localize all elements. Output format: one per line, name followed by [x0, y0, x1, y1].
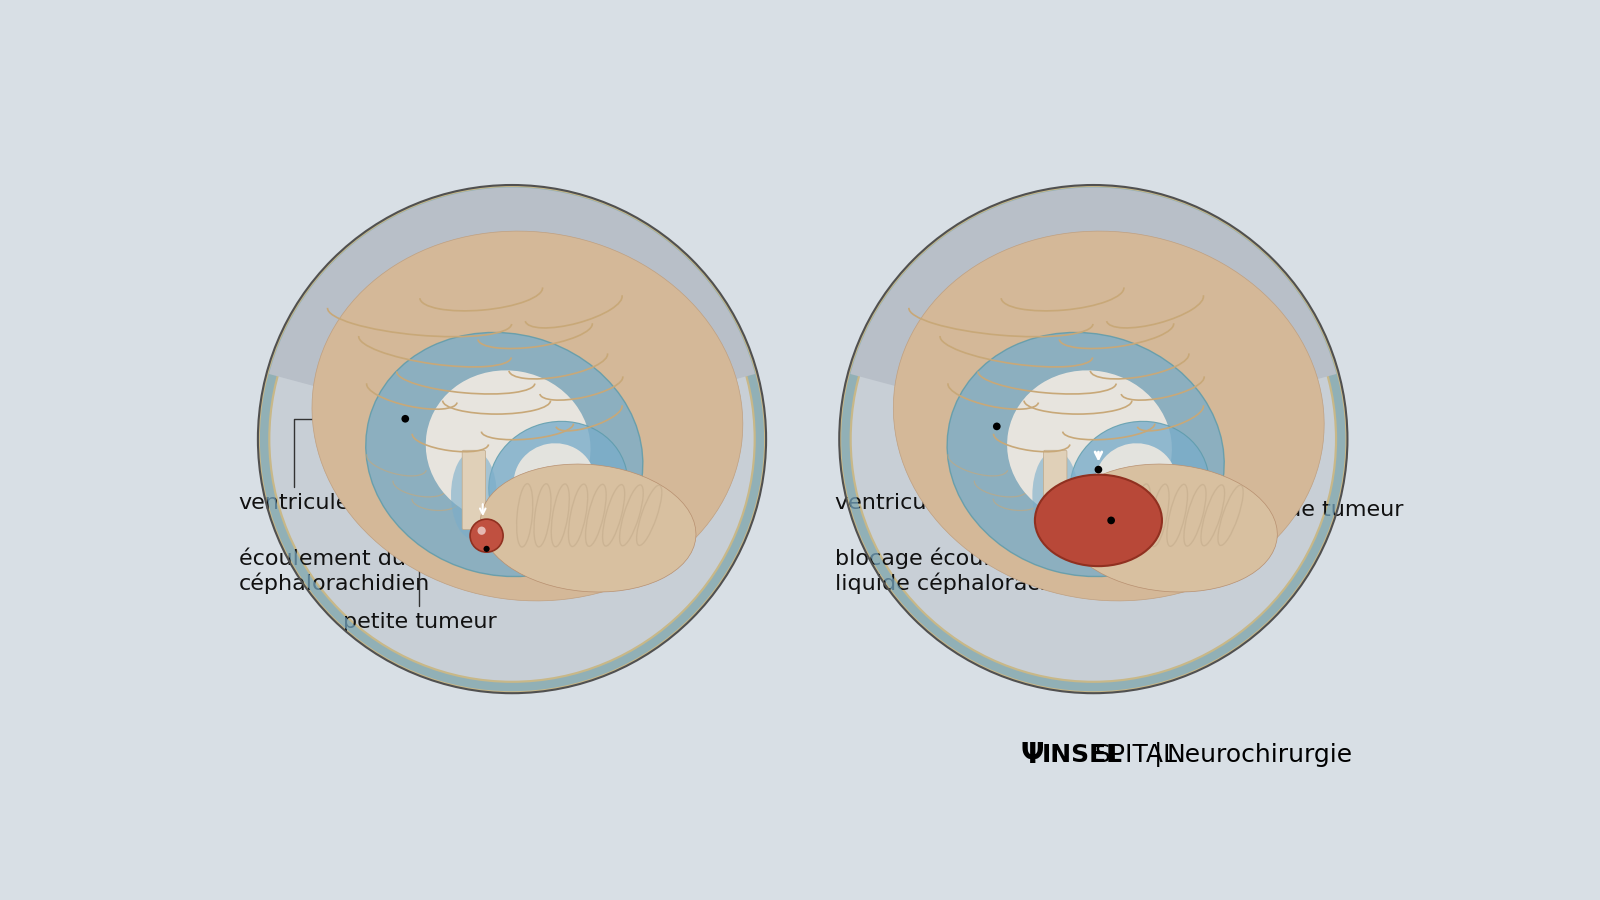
- Ellipse shape: [312, 231, 742, 601]
- FancyBboxPatch shape: [1043, 450, 1067, 529]
- Circle shape: [840, 185, 1347, 693]
- Wedge shape: [850, 187, 1336, 439]
- Ellipse shape: [1070, 421, 1210, 549]
- FancyBboxPatch shape: [462, 450, 485, 529]
- Text: SPITAL: SPITAL: [1094, 742, 1178, 767]
- Text: petite tumeur: petite tumeur: [342, 536, 501, 632]
- Circle shape: [1107, 517, 1115, 525]
- Text: blocage écoulement du
liquide céphalorachidien: blocage écoulement du liquide céphalorac…: [835, 470, 1109, 595]
- Text: grande tumeur: grande tumeur: [1165, 500, 1403, 520]
- Circle shape: [1094, 465, 1102, 473]
- Ellipse shape: [1035, 474, 1162, 566]
- Text: ventricule hypertrophié: ventricule hypertrophié: [835, 427, 1098, 513]
- Circle shape: [483, 545, 490, 552]
- Circle shape: [994, 422, 1000, 430]
- Ellipse shape: [426, 371, 590, 523]
- Ellipse shape: [1032, 451, 1078, 539]
- Text: Ψ: Ψ: [1021, 741, 1043, 769]
- Ellipse shape: [893, 231, 1325, 601]
- Ellipse shape: [514, 444, 595, 519]
- Text: Neurochirurgie: Neurochirurgie: [1166, 742, 1352, 767]
- Ellipse shape: [488, 421, 627, 549]
- Ellipse shape: [451, 451, 496, 539]
- Ellipse shape: [1006, 371, 1171, 523]
- Circle shape: [402, 415, 410, 423]
- Circle shape: [477, 526, 486, 535]
- Ellipse shape: [1062, 464, 1277, 592]
- Ellipse shape: [366, 332, 643, 577]
- Ellipse shape: [1094, 444, 1176, 519]
- Text: INSEL: INSEL: [1042, 742, 1123, 767]
- Ellipse shape: [480, 464, 696, 592]
- Text: écoulement du liquide
céphalorachidien: écoulement du liquide céphalorachidien: [238, 548, 496, 595]
- Circle shape: [258, 185, 766, 693]
- Circle shape: [470, 519, 502, 553]
- Text: ventricule: ventricule: [238, 418, 403, 513]
- Text: |: |: [1154, 742, 1163, 768]
- Wedge shape: [269, 187, 755, 439]
- Ellipse shape: [947, 332, 1224, 577]
